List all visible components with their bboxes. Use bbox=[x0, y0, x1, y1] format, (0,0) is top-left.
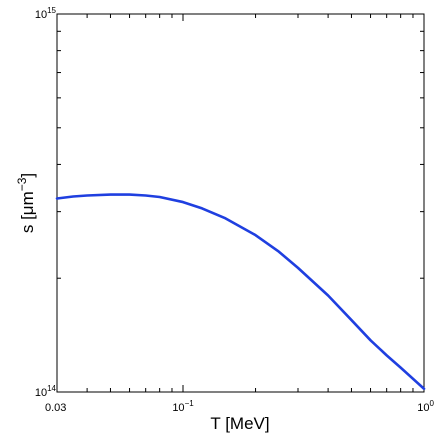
x-axis-label: T [MeV] bbox=[210, 414, 269, 433]
series-layer bbox=[55, 193, 426, 391]
tick-labels: 0.03 10−1 100 1014 1015 bbox=[35, 6, 435, 414]
y-axis-label-exponent: −3 bbox=[15, 177, 29, 191]
plot-frame bbox=[56, 13, 425, 393]
y-axis-label-suffix: ] bbox=[18, 173, 37, 178]
x-tick-label: 100 bbox=[417, 399, 434, 414]
series-line-1 bbox=[55, 193, 426, 391]
tick-marks bbox=[56, 13, 425, 393]
y-tick-label: 1014 bbox=[35, 384, 57, 399]
y-axis-label-prefix: s [μm bbox=[18, 191, 37, 233]
x-tick-label: 0.03 bbox=[45, 402, 66, 414]
y-axis-label: s [μm−3] bbox=[15, 173, 37, 233]
x-tick-label: 10−1 bbox=[172, 399, 194, 414]
y-tick-label: 1015 bbox=[35, 6, 57, 21]
